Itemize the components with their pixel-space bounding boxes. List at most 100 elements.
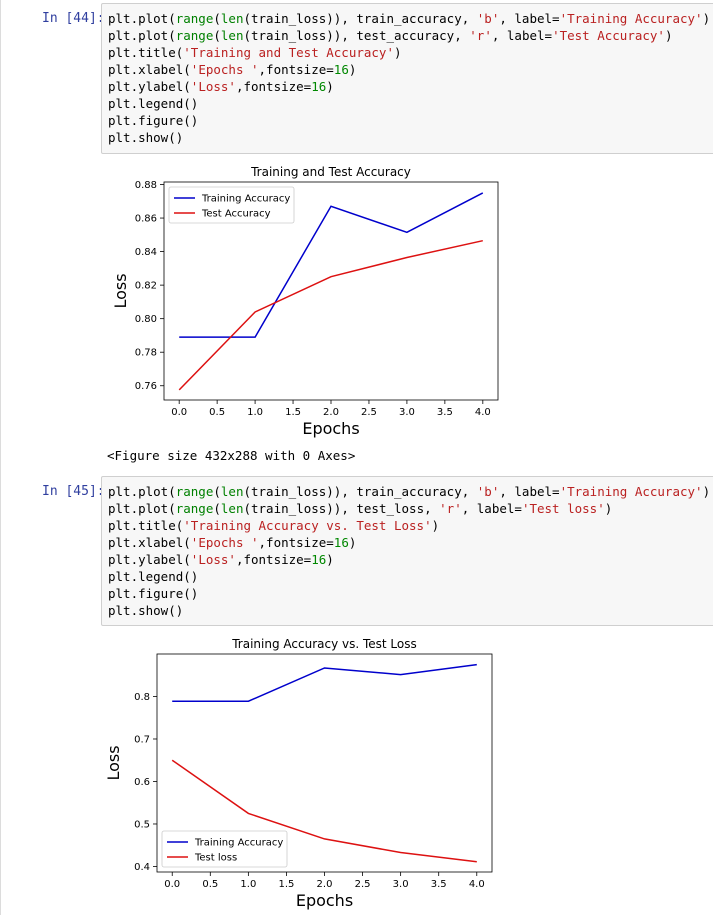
y-tick-label: 0.4: [134, 862, 150, 873]
code-token: ,fontsize=: [258, 62, 334, 77]
code-token: ): [604, 501, 613, 516]
code-line: plt.ylabel('Loss',fontsize=16): [108, 78, 334, 95]
code-token: ): [326, 79, 334, 94]
code-token: range: [175, 28, 214, 43]
code-token: 'r': [439, 501, 462, 516]
y-tick-label: 0.6: [134, 777, 150, 788]
code-token: 'b': [476, 11, 500, 26]
accuracy-line-chart: Training and Test Accuracy 0.0 0.5 1.0 1.5 2.…: [111, 165, 499, 438]
code-token: 'Training and Test Accuracy': [183, 45, 394, 60]
y-axis-label: Loss: [104, 745, 123, 780]
code-token: (train_loss)), train_accuracy,: [243, 484, 477, 499]
series-line-training-accuracy: [172, 663, 477, 702]
x-tick-label: 1.0: [240, 879, 256, 890]
code-token: ): [664, 28, 673, 43]
series-line-test-loss: [171, 759, 477, 863]
y-tick-label: 0.84: [135, 247, 157, 258]
code-token: 'Epochs ': [190, 535, 259, 550]
code-cell-44[interactable]: plt.plot(range(len(train_loss)), train_a…: [101, 3, 713, 154]
code-token: plt.title(: [108, 45, 184, 60]
code-line: plt.title('Training and Test Accuracy'): [108, 44, 402, 61]
left-border: [0, 0, 1, 915]
figure-size-output: <Figure size 432x288 with 0 Axes>: [107, 448, 356, 463]
code-cell-45[interactable]: plt.plot(range(len(train_loss)), train_a…: [101, 476, 713, 626]
x-tick-label: 2.0: [323, 407, 339, 418]
y-tick-label: 0.5: [134, 819, 150, 830]
code-token: ,fontsize=: [235, 552, 312, 567]
x-tick-label: 3.5: [431, 879, 447, 890]
accuracy-vs-loss-line-chart: Training Accuracy vs. Test Loss 0.0 0.5 1.0…: [104, 637, 493, 910]
code-token: 'Epochs ': [190, 62, 259, 77]
code-token: plt.show(): [108, 130, 184, 145]
code-token: ): [326, 552, 334, 567]
code-line: plt.ylabel('Loss',fontsize=16): [108, 551, 334, 568]
code-token: plt.figure(): [108, 113, 199, 128]
code-line: plt.plot(range(len(train_loss)), train_a…: [108, 483, 710, 500]
code-token: 16: [311, 79, 327, 94]
code-token: plt.figure(): [108, 586, 199, 601]
code-token: range: [175, 11, 214, 26]
code-token: len: [220, 501, 244, 516]
code-token: ): [393, 45, 402, 60]
code-line: plt.legend(): [108, 95, 198, 112]
code-token: ): [431, 518, 440, 533]
x-tick-label: 0.0: [171, 407, 187, 418]
code-line: plt.plot(range(len(train_loss)), test_lo…: [108, 500, 612, 517]
code-line: plt.plot(range(len(train_loss)), train_a…: [108, 10, 710, 27]
x-tick-label: 2.5: [361, 407, 377, 418]
chart-title: Training and Test Accuracy: [250, 165, 411, 179]
code-token: 'Training Accuracy': [559, 11, 703, 26]
x-tick-label: 3.0: [399, 407, 415, 418]
code-token: 16: [333, 62, 349, 77]
x-tick-label: 4.0: [475, 407, 491, 418]
x-tick-label: 0.5: [202, 879, 218, 890]
code-token: (: [213, 28, 221, 43]
code-token: plt.title(: [108, 518, 184, 533]
code-token: ): [702, 484, 711, 499]
code-token: 16: [333, 535, 349, 550]
code-token: plt.show(): [108, 603, 184, 618]
code-token: ,fontsize=: [258, 535, 334, 550]
x-tick-label: 2.5: [355, 879, 371, 890]
y-tick-label: 0.82: [135, 281, 157, 292]
code-token: ): [348, 62, 357, 77]
code-token: (train_loss)), test_loss,: [243, 501, 440, 516]
code-token: plt.plot(: [108, 28, 176, 43]
code-token: plt.xlabel(: [108, 535, 191, 550]
chart-title: Training Accuracy vs. Test Loss: [231, 637, 417, 651]
code-token: ,fontsize=: [235, 79, 312, 94]
code-token: ): [702, 11, 711, 26]
x-tick-label: 1.5: [278, 879, 294, 890]
cell-prompt-44: In [44]:: [42, 11, 105, 26]
legend-box: [161, 830, 288, 868]
legend-label: Test loss: [194, 853, 237, 864]
code-token: plt.legend(): [108, 569, 199, 584]
x-tick-label: 3.5: [437, 407, 453, 418]
x-tick-label: 1.0: [247, 407, 263, 418]
code-token: plt.plot(: [108, 11, 176, 26]
code-line: plt.show(): [108, 602, 183, 619]
code-token: 'Training Accuracy vs. Test Loss': [183, 518, 432, 533]
code-token: range: [175, 484, 214, 499]
legend-label: Training Accuracy: [194, 838, 283, 849]
code-token: plt.ylabel(: [108, 552, 191, 567]
code-line: plt.xlabel('Epochs ',fontsize=16): [108, 534, 356, 551]
x-axis-label: Epochs: [296, 891, 353, 910]
x-tick-label: 3.0: [393, 879, 409, 890]
x-tick-label: 1.5: [285, 407, 301, 418]
code-token: ): [348, 535, 357, 550]
y-axis-label: Loss: [111, 273, 130, 308]
y-tick-label: 0.88: [135, 180, 157, 191]
code-token: (train_loss)), test_accuracy,: [243, 28, 470, 43]
code-line: plt.legend(): [108, 568, 198, 585]
code-line: plt.xlabel('Epochs ',fontsize=16): [108, 61, 356, 78]
x-tick-label: 0.5: [209, 407, 225, 418]
x-tick-label: 0.0: [164, 879, 180, 890]
code-line: plt.plot(range(len(train_loss)), test_ac…: [108, 27, 672, 44]
code-line: plt.figure(): [108, 585, 198, 602]
code-token: 16: [311, 552, 327, 567]
code-line: plt.figure(): [108, 112, 198, 129]
y-tick-label: 0.80: [135, 314, 157, 325]
x-tick-label: 4.0: [469, 879, 485, 890]
code-token: range: [175, 501, 214, 516]
